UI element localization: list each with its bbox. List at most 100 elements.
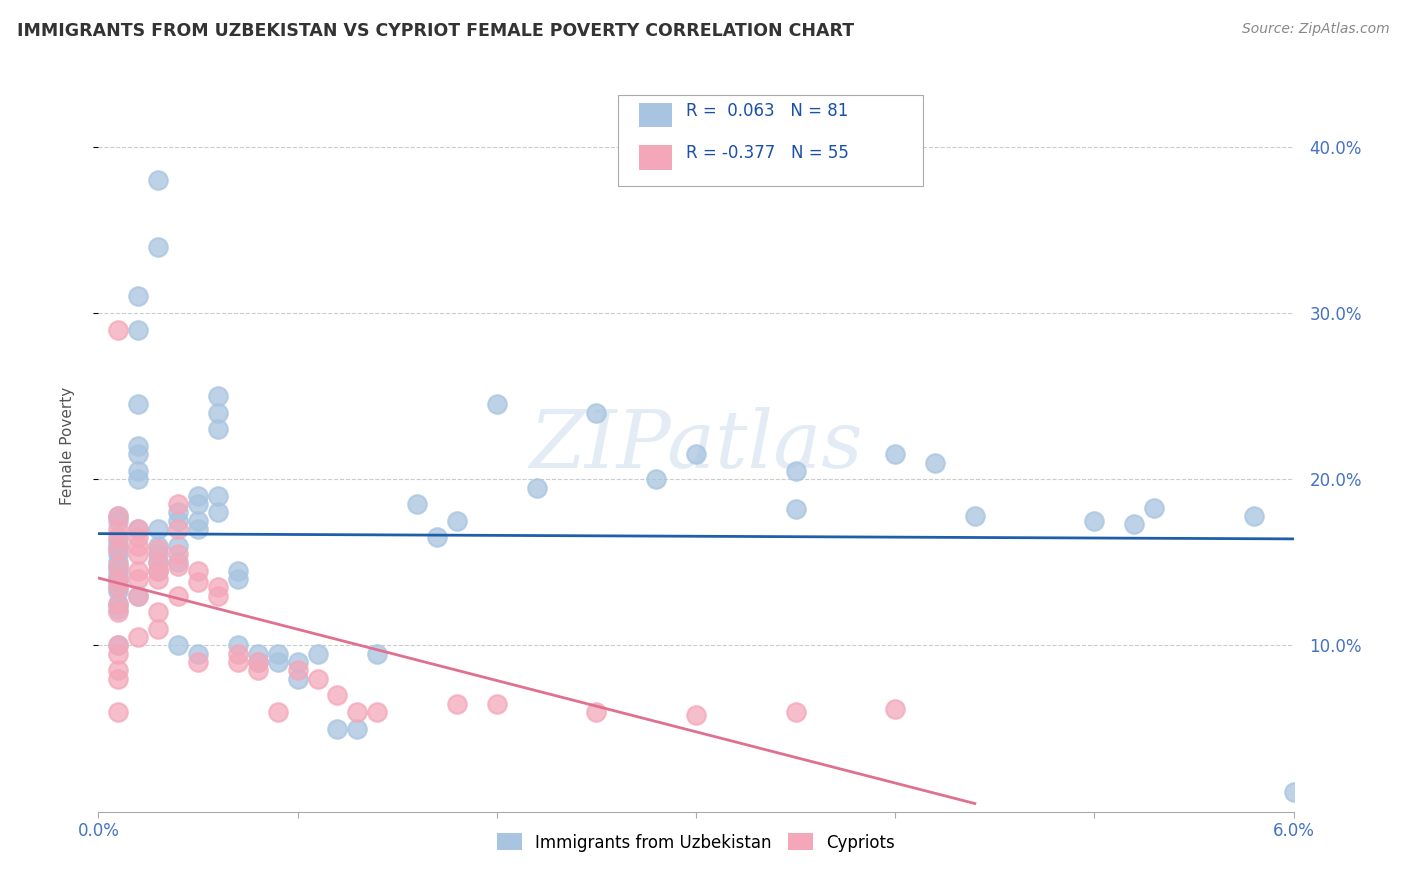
Point — [107, 522, 129, 536]
Point — [107, 639, 129, 653]
Point — [246, 647, 269, 661]
Point — [107, 580, 129, 594]
Bar — [638, 145, 672, 169]
Point — [107, 597, 129, 611]
Point — [963, 508, 986, 523]
Text: R = -0.377   N = 55: R = -0.377 N = 55 — [686, 144, 849, 161]
Point — [127, 530, 149, 544]
Point — [167, 497, 190, 511]
Point — [1243, 508, 1265, 523]
Point — [307, 647, 329, 661]
Point — [187, 489, 209, 503]
Point — [187, 514, 209, 528]
Point — [107, 530, 129, 544]
Point — [148, 564, 170, 578]
Point — [226, 572, 249, 586]
Point — [127, 464, 149, 478]
Point — [207, 506, 229, 520]
Point — [107, 572, 129, 586]
Point — [127, 589, 149, 603]
Point — [107, 639, 129, 653]
Point — [585, 705, 607, 719]
Point — [107, 542, 129, 557]
Point — [446, 514, 468, 528]
Point — [127, 547, 149, 561]
Point — [267, 705, 290, 719]
Point — [107, 580, 129, 594]
Point — [127, 397, 149, 411]
Point — [107, 508, 129, 523]
Text: ZIPatlas: ZIPatlas — [529, 408, 863, 484]
Bar — [638, 103, 672, 128]
Point — [127, 572, 149, 586]
Point — [446, 697, 468, 711]
Point — [485, 697, 508, 711]
Point — [127, 522, 149, 536]
Point — [884, 701, 907, 715]
Point — [1143, 500, 1166, 515]
Point — [148, 622, 170, 636]
Legend: Immigrants from Uzbekistan, Cypriots: Immigrants from Uzbekistan, Cypriots — [491, 827, 901, 858]
Point — [107, 575, 129, 590]
Point — [187, 497, 209, 511]
Point — [148, 572, 170, 586]
Point — [107, 583, 129, 598]
Point — [127, 439, 149, 453]
Point — [207, 406, 229, 420]
Point — [187, 655, 209, 669]
Point — [107, 602, 129, 616]
Point — [167, 589, 190, 603]
Point — [167, 639, 190, 653]
Point — [1123, 517, 1146, 532]
Point — [107, 705, 129, 719]
Point — [207, 489, 229, 503]
Point — [107, 558, 129, 573]
Point — [107, 539, 129, 553]
Text: IMMIGRANTS FROM UZBEKISTAN VS CYPRIOT FEMALE POVERTY CORRELATION CHART: IMMIGRANTS FROM UZBEKISTAN VS CYPRIOT FE… — [17, 22, 853, 40]
Point — [148, 555, 170, 569]
Point — [187, 522, 209, 536]
Point — [127, 289, 149, 303]
Point — [107, 533, 129, 548]
Point — [187, 647, 209, 661]
Point — [107, 542, 129, 557]
Point — [326, 722, 349, 736]
Point — [1083, 514, 1105, 528]
Point — [685, 708, 707, 723]
Point — [207, 580, 229, 594]
Point — [167, 558, 190, 573]
Y-axis label: Female Poverty: Female Poverty — [60, 387, 75, 505]
FancyBboxPatch shape — [619, 95, 922, 186]
Point — [207, 422, 229, 436]
Point — [107, 547, 129, 561]
Point — [287, 672, 309, 686]
Point — [366, 705, 388, 719]
Point — [287, 655, 309, 669]
Point — [127, 447, 149, 461]
Point — [167, 514, 190, 528]
Point — [148, 547, 170, 561]
Point — [127, 589, 149, 603]
Point — [406, 497, 429, 511]
Point — [148, 239, 170, 253]
Point — [307, 672, 329, 686]
Point — [645, 472, 668, 486]
Point — [785, 705, 807, 719]
Point — [187, 564, 209, 578]
Point — [107, 647, 129, 661]
Point — [226, 655, 249, 669]
Point — [127, 522, 149, 536]
Point — [148, 173, 170, 187]
Point — [785, 464, 807, 478]
Text: Source: ZipAtlas.com: Source: ZipAtlas.com — [1241, 22, 1389, 37]
Point — [107, 572, 129, 586]
Point — [226, 639, 249, 653]
Point — [226, 647, 249, 661]
Point — [585, 406, 607, 420]
Point — [785, 502, 807, 516]
Point — [107, 664, 129, 678]
Point — [127, 323, 149, 337]
Point — [685, 447, 707, 461]
Point — [148, 564, 170, 578]
Point — [207, 589, 229, 603]
